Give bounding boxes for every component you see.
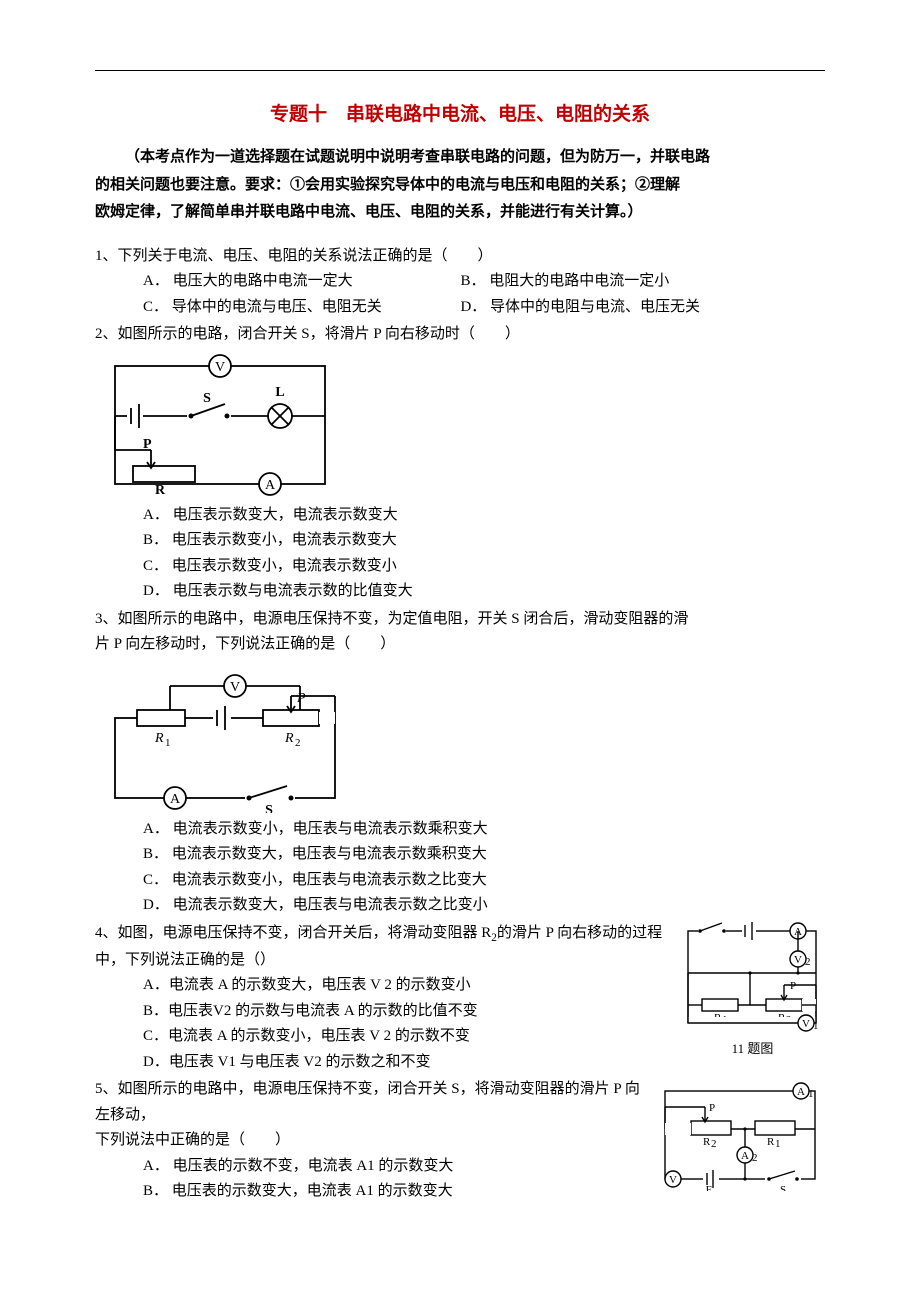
question-4: A V 2 R1 R2 P xyxy=(95,921,825,1076)
top-rule xyxy=(95,70,825,71)
svg-text:V: V xyxy=(802,1018,810,1030)
svg-text:2: 2 xyxy=(295,737,301,749)
q1-opt-a: A． 电压大的电路中电流一定大 xyxy=(143,269,457,295)
svg-text:L: L xyxy=(275,385,284,400)
svg-text:1: 1 xyxy=(165,737,171,749)
q3-stem-l2: 片 P 向左移动时，下列说法正确的是（ ） xyxy=(95,632,825,658)
svg-text:2: 2 xyxy=(752,1152,758,1164)
svg-text:S: S xyxy=(203,391,211,406)
page-title: 专题十 串联电路中电流、电压、电阻的关系 xyxy=(95,99,825,131)
question-1: 1、下列关于电流、电压、电阻的关系说法正确的是（ ） A． 电压大的电路中电流一… xyxy=(95,244,825,321)
svg-text:V: V xyxy=(215,360,225,375)
q4-figure: A V 2 R1 R2 P xyxy=(680,921,825,1060)
q1-options-row1: A． 电压大的电路中电流一定大 B． 电阻大的电路中电流一定小 xyxy=(143,269,825,295)
svg-text:V: V xyxy=(230,680,240,695)
q1-stem: 1、下列关于电流、电压、电阻的关系说法正确的是（ ） xyxy=(95,244,825,270)
svg-text:R: R xyxy=(154,731,164,746)
q4-figure-caption: 11 题图 xyxy=(680,1038,825,1060)
svg-text:P: P xyxy=(296,691,306,706)
q1-opt-c: C． 导体中的电流与电压、电阻无关 xyxy=(143,295,457,321)
svg-text:R: R xyxy=(703,1136,711,1148)
q3-opt-b: B． 电流表示数变大，电压表与电流表示数乘积变大 xyxy=(143,842,825,868)
svg-text:2: 2 xyxy=(711,1138,717,1150)
svg-text:V: V xyxy=(669,1174,677,1186)
svg-text:1: 1 xyxy=(808,1088,814,1100)
q4-stem-l1b: 的滑片 P 向右移动的过程 xyxy=(497,925,662,941)
q4-stem-l1a: 4、如图，电源电压保持不变，闭合开关后，将滑动变阻器 R xyxy=(95,925,491,941)
svg-text:1: 1 xyxy=(775,1138,781,1150)
q3-opt-c: C． 电流表示数变小，电压表与电流表示数之比变大 xyxy=(143,868,825,894)
svg-text:P: P xyxy=(709,1102,715,1114)
svg-text:R: R xyxy=(767,1136,775,1148)
q1-options-row2: C． 导体中的电流与电压、电阻无关 D． 导体中的电阻与电流、电压无关 xyxy=(143,295,825,321)
q3-opt-a: A． 电流表示数变小，电压表与电流表示数乘积变大 xyxy=(143,817,825,843)
q5-figure: A 1 P R2 R1 A 2 xyxy=(655,1081,825,1193)
question-3: 3、如图所示的电路中，电源电压保持不变，为定值电阻，开关 S 闭合后，滑动变阻器… xyxy=(95,607,825,919)
svg-text:A: A xyxy=(265,478,276,493)
question-2: 2、如图所示的电路，闭合开关 S，将滑片 P 向右移动时（ ） V xyxy=(95,322,825,605)
q3-stem-l1: 3、如图所示的电路中，电源电压保持不变，为定值电阻，开关 S 闭合后，滑动变阻器… xyxy=(95,607,825,633)
intro-line-3: 欧姆定律，了解简单串并联电路中电流、电压、电阻的关系，并能进行有关计算。） xyxy=(95,200,825,226)
q2-opt-c: C． 电压表示数变小，电流表示数变小 xyxy=(143,554,825,580)
svg-text:R: R xyxy=(284,731,294,746)
q2-opt-a: A． 电压表示数变大，电流表示数变大 xyxy=(143,503,825,529)
q3-figure: V R 1 P R 2 xyxy=(95,668,825,813)
svg-text:P: P xyxy=(790,980,796,992)
q2-figure: V S L xyxy=(95,354,825,499)
svg-text:A: A xyxy=(741,1150,749,1162)
svg-text:S: S xyxy=(265,803,273,813)
q2-opt-b: B． 电压表示数变小，电流表示数变大 xyxy=(143,528,825,554)
svg-text:V: V xyxy=(794,954,802,966)
q2-opt-d: D． 电压表示数与电流表示数的比值变大 xyxy=(143,579,825,605)
q2-stem: 2、如图所示的电路，闭合开关 S，将滑片 P 向右移动时（ ） xyxy=(95,322,825,348)
svg-text:1: 1 xyxy=(813,1020,819,1032)
svg-text:E: E xyxy=(706,1184,713,1191)
page: 专题十 串联电路中电流、电压、电阻的关系 （本考点作为一道选择题在试题说明中说明… xyxy=(0,0,920,1302)
svg-text:A: A xyxy=(170,792,181,807)
intro-line-1: （本考点作为一道选择题在试题说明中说明考查串联电路的问题，但为防万一，并联电路 xyxy=(95,145,825,171)
svg-text:S: S xyxy=(780,1184,786,1191)
q1-opt-d: D． 导体中的电阻与电流、电压无关 xyxy=(460,295,774,321)
q1-opt-b: B． 电阻大的电路中电流一定小 xyxy=(460,269,774,295)
intro-line-2: 的相关问题也要注意。要求：①会用实验探究导体中的电流与电压和电阻的关系；②理解 xyxy=(95,173,825,199)
svg-text:P: P xyxy=(143,437,152,452)
svg-text:A: A xyxy=(797,1086,805,1098)
q3-opt-d: D． 电流表示数变大，电压表与电流表示数之比变小 xyxy=(143,893,825,919)
question-5: A 1 P R2 R1 A 2 xyxy=(95,1077,825,1205)
svg-text:2: 2 xyxy=(805,956,811,968)
svg-text:R: R xyxy=(155,483,166,498)
